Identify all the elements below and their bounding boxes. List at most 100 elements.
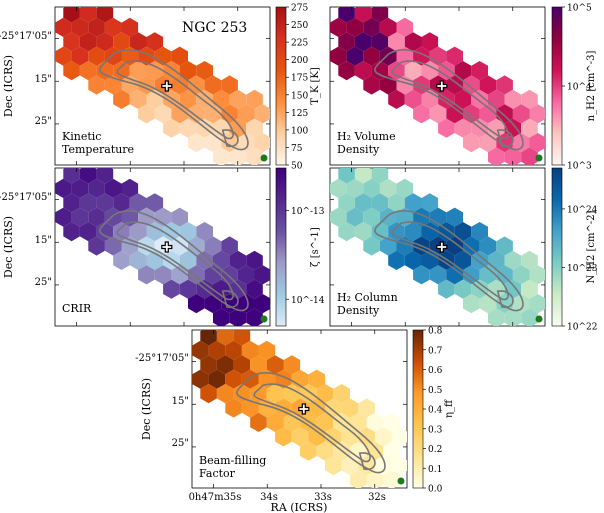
hex-pixel (225, 340, 242, 360)
hex-pixel (421, 32, 439, 52)
hex-pixel (330, 17, 347, 37)
hex-pixel (237, 265, 255, 285)
hex-pixel (55, 46, 72, 66)
plot-frame (329, 6, 546, 166)
hex-pixel (71, 207, 89, 227)
hex-pixel (104, 236, 122, 256)
hex-pixel (79, 168, 97, 184)
hex-pixel (438, 89, 455, 109)
hex-pixel (438, 250, 455, 270)
colorbar (275, 6, 287, 166)
contour (496, 290, 514, 308)
hex-pixel (529, 104, 545, 124)
hex-pixel (96, 168, 114, 184)
hex-pixel (341, 398, 359, 418)
hex-pixel (354, 7, 372, 23)
hex-pixel (79, 193, 97, 213)
hex-pixel (225, 398, 242, 418)
hex-pixel (404, 89, 422, 109)
hex-pixel (63, 32, 80, 52)
hex-pixel (213, 308, 230, 326)
hex-pixel (200, 355, 217, 375)
hex-pixel (330, 178, 347, 198)
hex-pixel (504, 250, 522, 270)
source-name-label: NGC 253 (182, 20, 247, 36)
hex-pixel (113, 89, 130, 109)
y-axis-label: Dec (ICRS) (2, 216, 15, 278)
hex-pixel (338, 7, 355, 23)
hex-pixel (529, 294, 545, 314)
hex-pixel (446, 236, 463, 256)
hex-pixel (154, 104, 172, 124)
hex-pixel (379, 75, 397, 95)
hex-pixel (171, 207, 188, 227)
hex-pixel (338, 222, 355, 242)
hex-pixel (129, 61, 147, 81)
hex-pixel (229, 250, 247, 270)
hex-pixel (246, 147, 263, 165)
hex-pixel (471, 222, 488, 242)
hex-pixel (71, 46, 89, 66)
hex-pixel (379, 17, 397, 37)
y-axis-label: Dec (ICRS) (2, 55, 15, 117)
hex-pixel (429, 104, 447, 124)
hex-pixel (63, 222, 80, 242)
hex-pixel (129, 222, 147, 242)
hex-pixel (200, 384, 217, 404)
hex-pixel (229, 147, 247, 165)
centre-marker (436, 241, 448, 253)
y-tick-label: 15" (35, 74, 52, 85)
hex-pixel (221, 236, 238, 256)
colorbar-tick-label: 10^-14 (291, 296, 325, 306)
hex-pixel (374, 456, 392, 476)
hex-pixel (237, 294, 255, 314)
hex-pixel (237, 133, 255, 153)
hex-pixel (363, 17, 380, 37)
hex-pixel (258, 340, 276, 360)
hex-pixel (346, 46, 364, 66)
hex-pixel (179, 250, 197, 270)
centre-marker (161, 241, 173, 253)
hex-pixel (55, 178, 72, 198)
hex-pixel (371, 32, 389, 52)
hex-pixel (446, 46, 463, 66)
plot-frame (54, 6, 271, 166)
hex-pixel (79, 32, 97, 52)
panel-title-line2: Temperature (62, 143, 134, 156)
hex-pixel (171, 236, 188, 256)
heatmap-nco (330, 168, 545, 326)
hex-pixel (96, 7, 114, 23)
hex-pixel (213, 279, 230, 299)
hex-pixel (488, 118, 505, 138)
hex-pixel (363, 236, 380, 256)
hex-pixel (171, 265, 188, 285)
hex-pixel (79, 222, 97, 242)
colorbar-tick-label: 0.8 (428, 327, 443, 337)
hex-pixel (88, 178, 105, 198)
hex-pixel (163, 279, 180, 299)
hex-pixel (521, 89, 538, 109)
hex-pixel (438, 279, 455, 299)
colorbar-tick-label: 150 (291, 91, 308, 101)
hex-pixel (363, 178, 380, 198)
panel-title-line1: Beam-filling (199, 454, 266, 467)
panel-title-line2: Density (337, 143, 380, 156)
hex-pixel (179, 222, 197, 242)
hex-pixel (113, 250, 130, 270)
centre-marker (436, 80, 448, 92)
hex-pixel (463, 236, 480, 256)
colorbar-label: ζ [s^-1] (310, 227, 321, 267)
hex-pixel (391, 456, 407, 476)
x-tick-label: 32s (368, 492, 386, 503)
hex-pixel (121, 178, 139, 198)
hex-pixel (146, 32, 164, 52)
hex-pixel (204, 236, 222, 256)
hex-pixel (338, 61, 355, 81)
colorbar-tick-label: 50 (291, 162, 303, 172)
hex-pixel (454, 222, 472, 242)
hex-pixel (316, 412, 334, 432)
hex-pixel (246, 308, 263, 326)
hex-pixel (479, 75, 497, 95)
contour (221, 129, 239, 147)
hex-pixel (512, 133, 530, 153)
